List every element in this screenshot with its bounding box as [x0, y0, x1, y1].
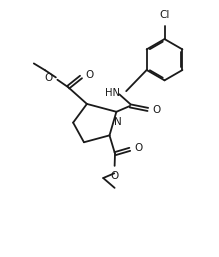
Text: O: O — [85, 70, 94, 80]
Text: O: O — [45, 73, 53, 83]
Text: O: O — [110, 171, 118, 181]
Text: O: O — [134, 143, 143, 153]
Text: N: N — [114, 117, 122, 127]
Text: HN: HN — [105, 88, 120, 98]
Text: O: O — [153, 105, 161, 115]
Text: Cl: Cl — [159, 10, 170, 20]
